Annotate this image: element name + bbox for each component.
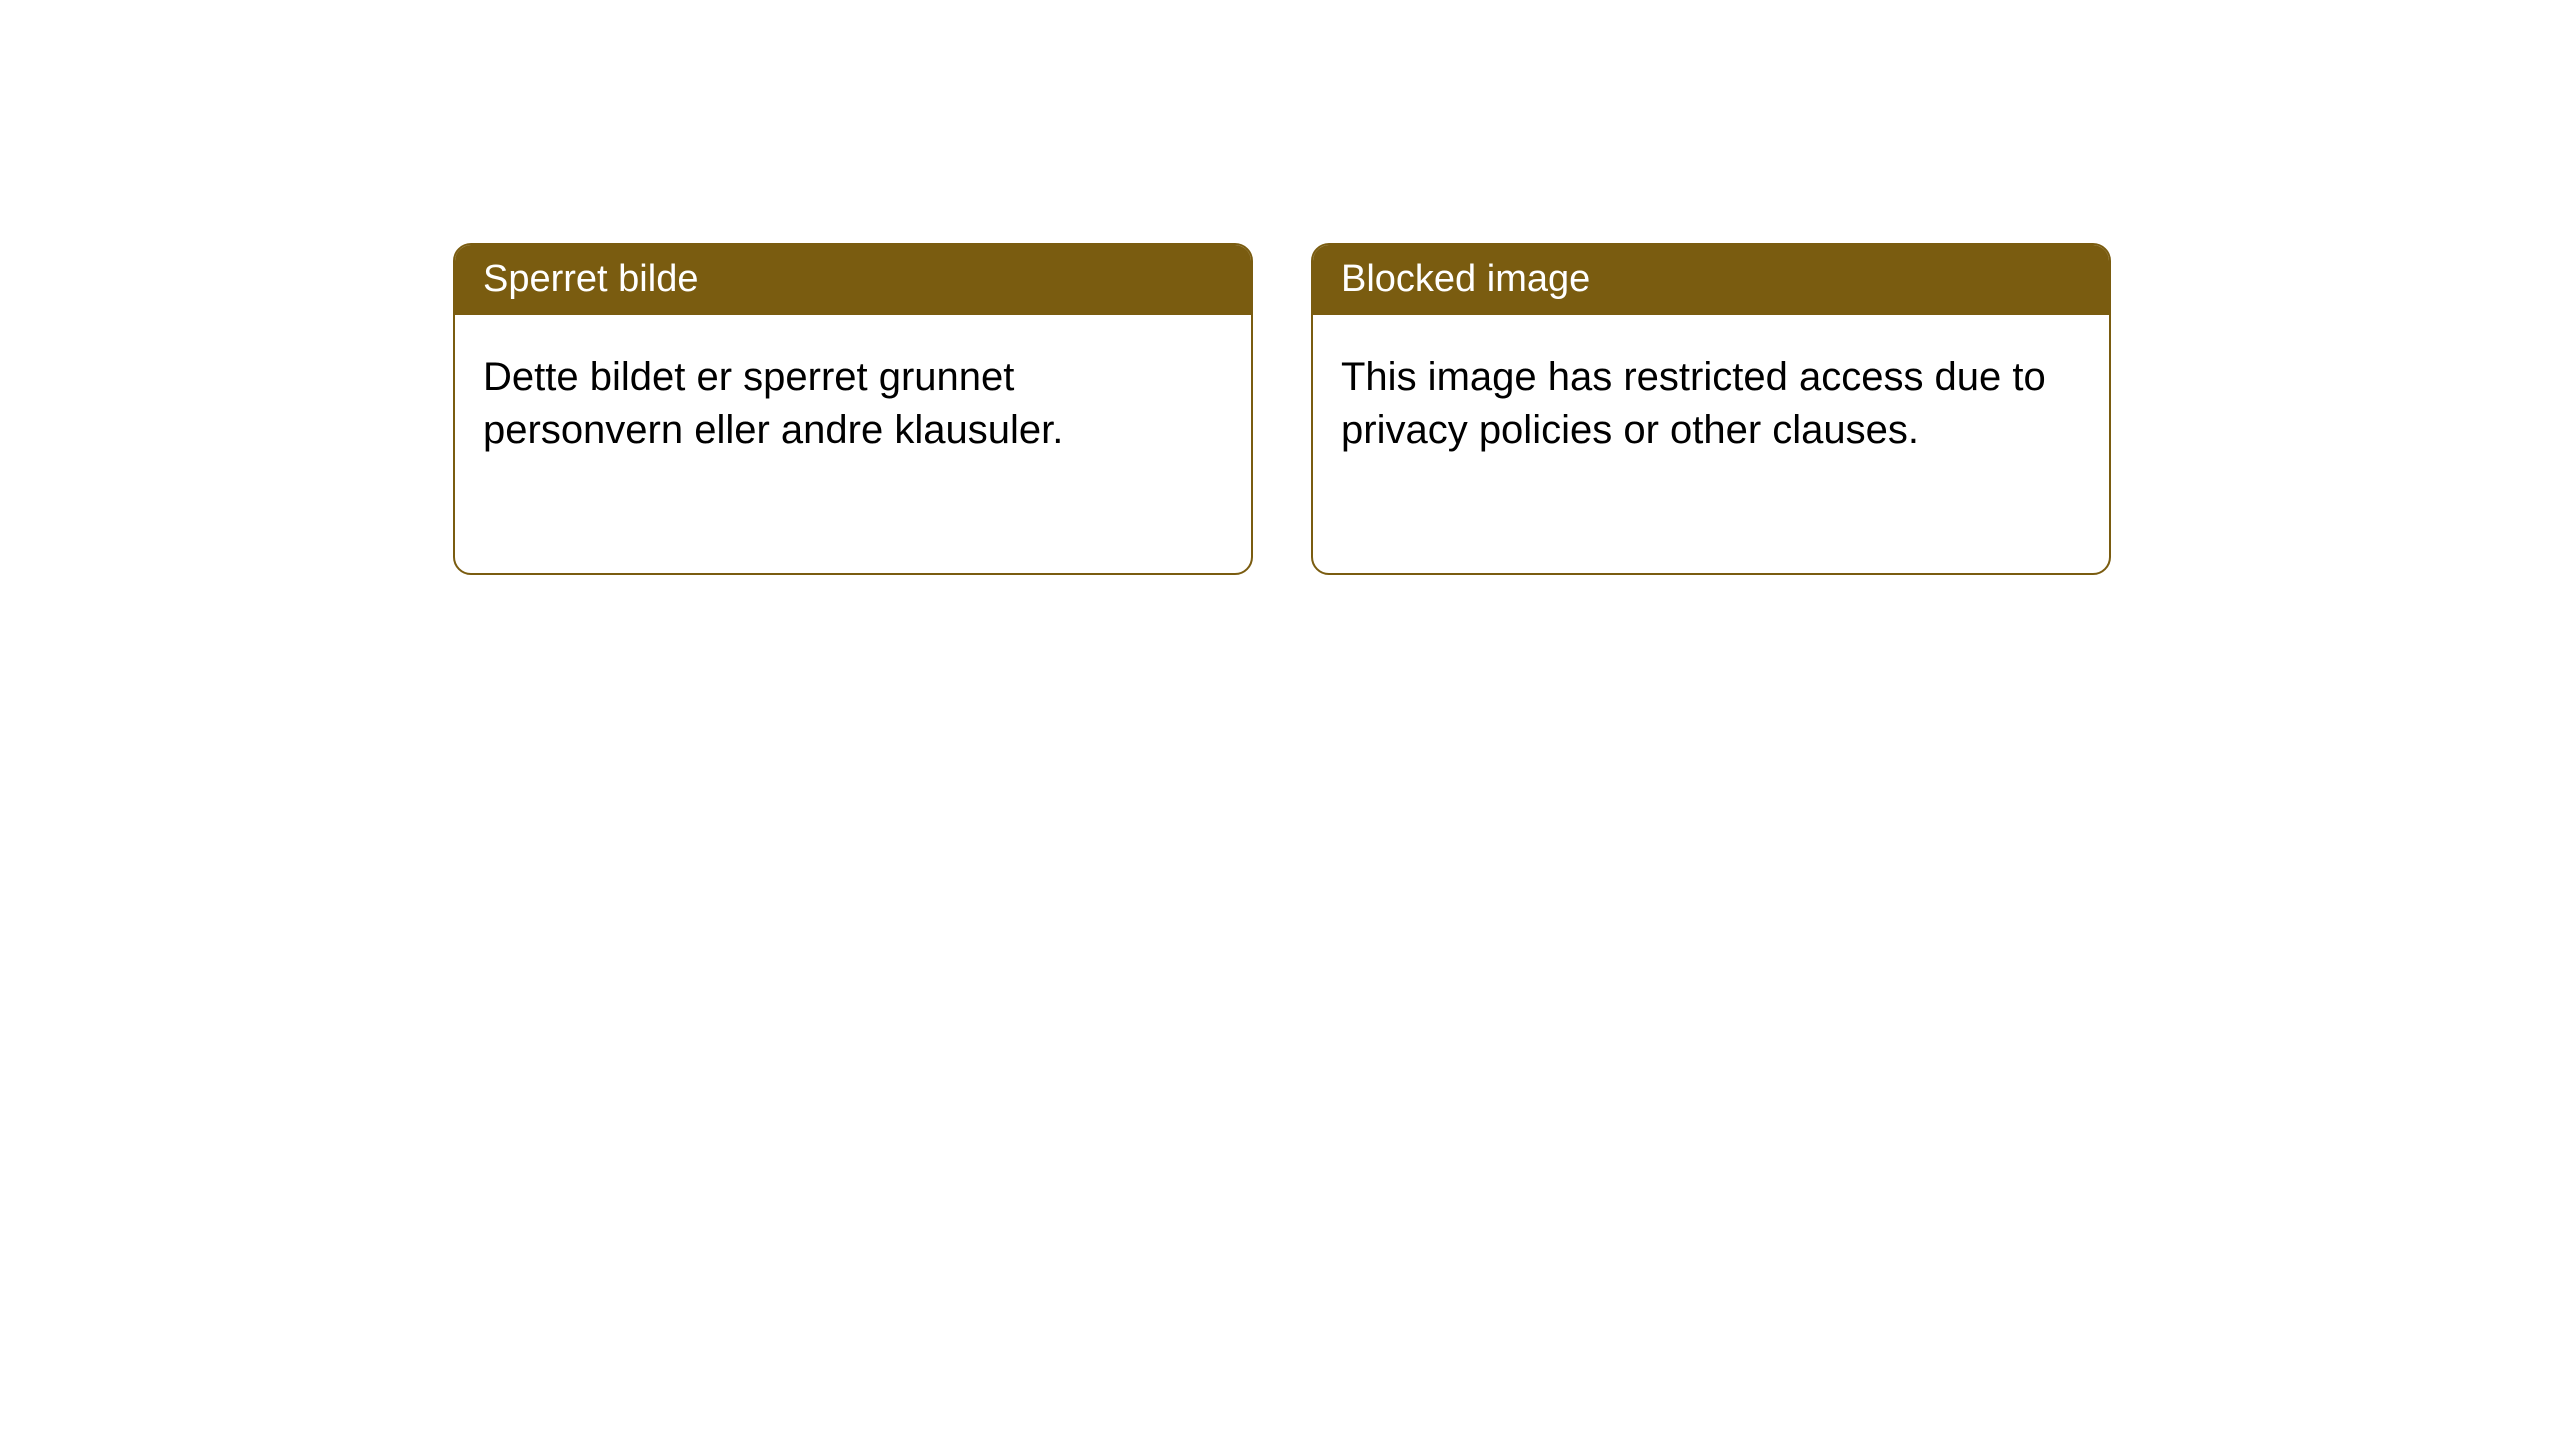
- notice-card-english: Blocked image This image has restricted …: [1311, 243, 2111, 575]
- notice-container: Sperret bilde Dette bildet er sperret gr…: [453, 243, 2111, 575]
- notice-body-text: Dette bildet er sperret grunnet personve…: [483, 355, 1063, 452]
- notice-title: Blocked image: [1341, 258, 1590, 300]
- notice-title: Sperret bilde: [483, 258, 698, 300]
- notice-header: Sperret bilde: [455, 245, 1251, 315]
- notice-header: Blocked image: [1313, 245, 2109, 315]
- notice-body: Dette bildet er sperret grunnet personve…: [455, 315, 1251, 493]
- notice-body-text: This image has restricted access due to …: [1341, 355, 2046, 452]
- notice-body: This image has restricted access due to …: [1313, 315, 2109, 493]
- notice-card-norwegian: Sperret bilde Dette bildet er sperret gr…: [453, 243, 1253, 575]
